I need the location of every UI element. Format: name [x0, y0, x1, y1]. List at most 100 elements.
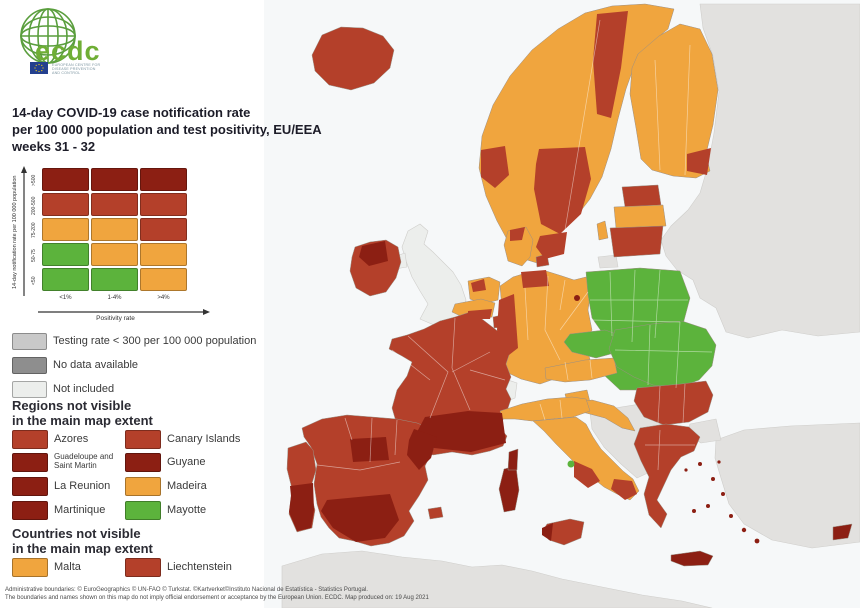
ecdc-logo-subtext: EUROPEAN CENTRE FOR DISEASE PREVENTION A…	[52, 63, 101, 76]
no-data-label: No data available	[53, 359, 139, 371]
map-region-greece	[633, 423, 701, 529]
map-region-norway-south	[481, 146, 509, 188]
matrix-y-tick-1: >500	[31, 174, 37, 187]
matrix-cell	[42, 268, 89, 291]
map-region-italy-calabria	[611, 479, 637, 500]
map-region-turkey	[714, 422, 860, 549]
testing-rate-swatch	[12, 333, 47, 350]
map-region-gotland	[596, 220, 609, 241]
region-border-lines	[316, 19, 713, 471]
ecdc-wordmark: ecdc	[35, 36, 101, 66]
map-region-sweden-central	[534, 147, 591, 234]
mayotte-swatch	[125, 501, 161, 520]
matrix-cell	[91, 168, 138, 191]
map-region-italy-campania	[574, 461, 600, 488]
guyane-label: Guyane	[167, 456, 206, 468]
matrix-cell	[91, 268, 138, 291]
martinique-label: Martinique	[54, 504, 106, 516]
map-region-france-south	[417, 411, 506, 452]
map-region-czechia	[563, 329, 623, 359]
martinique-swatch	[12, 501, 48, 520]
map-region-crete	[670, 550, 714, 567]
la-reunion-label: La Reunion	[54, 480, 111, 492]
map-region-molise	[567, 460, 575, 468]
map-title-line3: weeks 31 - 32	[12, 139, 96, 154]
map-region-spain-northeast	[407, 429, 437, 470]
matrix-grid	[42, 168, 187, 291]
matrix-cell	[91, 218, 138, 241]
map-region-sweden-south	[536, 232, 567, 259]
footer-attribution: Administrative boundaries: © EuroGeograp…	[5, 587, 429, 602]
ecdc-logo: ecdc EUROPEAN CENTRE FOR DISEASE PREVENT…	[15, 6, 135, 81]
matrix-y-tick-4: 50-75	[31, 249, 37, 262]
matrix-cell	[140, 243, 187, 266]
map-region-estonia	[621, 184, 662, 208]
map-region-austria	[544, 357, 618, 383]
matrix-cell	[140, 268, 187, 291]
canary-islands-swatch	[125, 430, 161, 449]
map-region-romania	[608, 320, 717, 389]
not-included-swatch	[12, 381, 47, 398]
map-region-lithuania	[609, 225, 664, 258]
footer-line2: The boundaries and names shown on this m…	[5, 594, 429, 601]
map-region-netherlands-coast	[471, 279, 486, 292]
map-region-spain-central	[350, 437, 389, 462]
matrix-x-tick-3: >4%	[157, 295, 170, 301]
matrix-y-tick-2: 200-500	[31, 196, 37, 215]
madeira-swatch	[125, 477, 161, 496]
map-region-ireland-northwest	[359, 241, 388, 266]
azores-swatch	[12, 430, 48, 449]
matrix-y-tick-3: 75-200	[31, 222, 37, 239]
map-title-line1: 14-day COVID-19 case notification rate	[12, 105, 251, 120]
not-included-label: Not included	[53, 383, 115, 395]
map-region-germany-north	[521, 270, 549, 288]
map-region-italy-north	[499, 396, 591, 422]
map-region-italy-peninsula	[532, 416, 640, 501]
map-region-belgium-south	[468, 309, 492, 319]
map-region-germany-west	[497, 294, 518, 358]
map-region-latvia	[613, 204, 667, 229]
matrix-cell	[91, 243, 138, 266]
map-title: 14-day COVID-19 case notification rate p…	[12, 104, 322, 155]
map-region-cyprus	[832, 523, 853, 541]
matrix-cell	[140, 168, 187, 191]
testing-rate-label: Testing rate < 300 per 100 000 populatio…	[53, 335, 257, 347]
liechtenstein-swatch	[125, 558, 161, 577]
map-region-balearics	[427, 506, 444, 520]
map-region-sicily-west	[542, 523, 553, 541]
map-region-iceland	[311, 26, 395, 91]
map-region-spain-south	[321, 494, 399, 542]
guadeloupe-swatch	[12, 453, 48, 472]
matrix-x-tick-1: <1%	[59, 295, 72, 301]
map-region-aegean-islands	[684, 460, 760, 544]
ecdc-globe-icon	[20, 8, 76, 64]
matrix-x-axis-label: Positivity rate	[96, 315, 135, 322]
map-region-russia	[660, 3, 860, 339]
matrix-cell	[140, 218, 187, 241]
malta-swatch	[12, 558, 48, 577]
map-region-north-africa	[281, 550, 713, 608]
map-region-bulgaria	[633, 380, 714, 426]
guyane-swatch	[125, 453, 161, 472]
map-region-berlin	[574, 295, 580, 301]
matrix-y-axis-label: 14-day notification rate per 100 000 pop…	[12, 175, 18, 289]
malta-label: Malta	[54, 561, 81, 573]
la-reunion-swatch	[12, 477, 48, 496]
liechtenstein-label: Liechtenstein	[167, 561, 232, 573]
matrix-cell	[140, 193, 187, 216]
map-region-sweden-north	[593, 11, 628, 118]
map-region-kaliningrad	[597, 254, 619, 269]
azores-label: Azores	[54, 433, 89, 445]
map-region-finland-southeast	[687, 148, 711, 175]
matrix-x-tick-2: 1-4%	[107, 295, 122, 301]
no-data-swatch	[12, 357, 47, 374]
mayotte-label: Mayotte	[167, 504, 207, 516]
map-region-corsica	[507, 448, 519, 471]
madeira-label: Madeira	[167, 480, 207, 492]
regions-heading: Regions not visible in the main map exte…	[12, 398, 153, 428]
matrix-cell	[42, 243, 89, 266]
legend-matrix: 14-day notification rate per 100 000 pop…	[8, 164, 258, 336]
guadeloupe-label: Guadeloupe and Saint Martin	[54, 452, 114, 470]
